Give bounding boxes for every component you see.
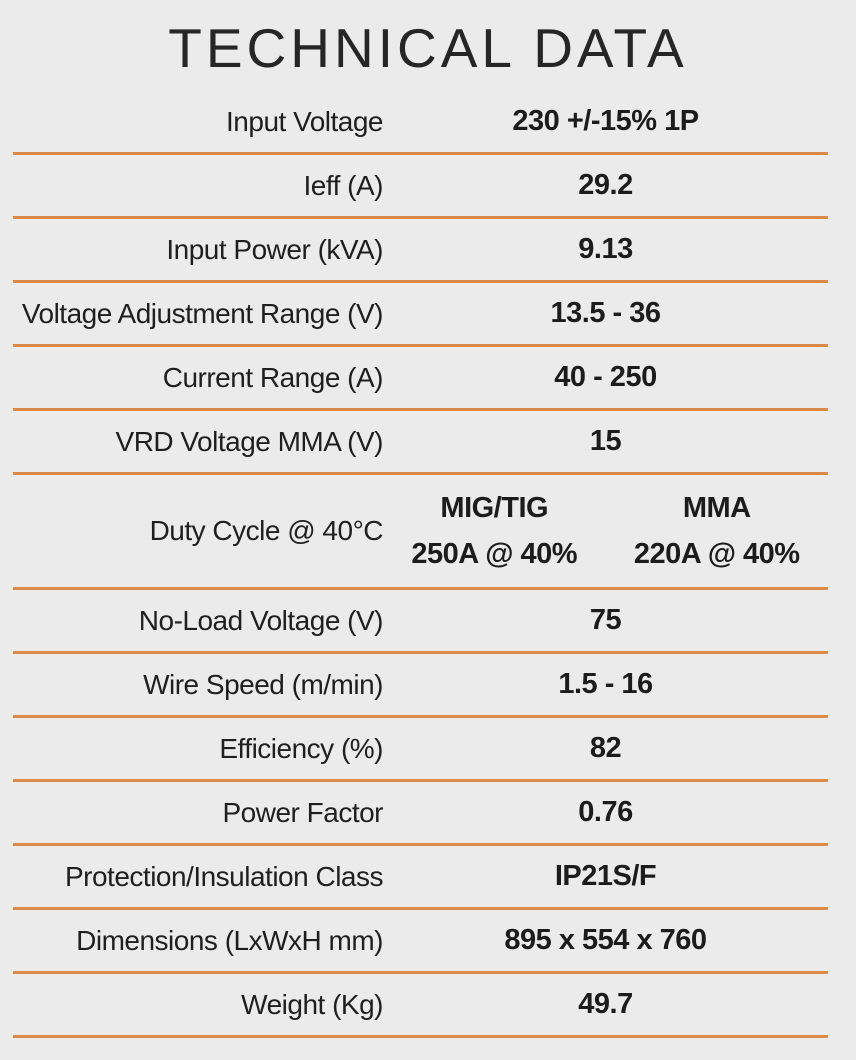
row-label: No-Load Voltage (V) xyxy=(138,604,384,636)
duty-cycle-columns: MIG/TIG 250A @ 40% MMA 220A @ 40% xyxy=(383,492,828,571)
table-row: Efficiency (%) 82 xyxy=(13,718,828,782)
table-row: Current Range (A) 40 - 250 xyxy=(13,347,828,411)
row-label: Protection/Insulation Class xyxy=(64,860,384,892)
row-value: IP21S/F xyxy=(554,860,657,892)
row-label: Weight (Kg) xyxy=(241,988,383,1020)
row-value: 15 xyxy=(589,425,622,457)
table-row: Voltage Adjustment Range (V) 13.5 - 36 xyxy=(13,283,828,347)
page-title: TECHNICAL DATA xyxy=(168,17,688,79)
row-label: Efficiency (%) xyxy=(219,732,383,764)
table-row: Input Power (kVA) 9.13 xyxy=(13,219,828,283)
duty-cycle-column: MIG/TIG 250A @ 40% xyxy=(383,492,606,571)
row-value: 75 xyxy=(589,604,622,636)
table-row: Protection/Insulation Class IP21S/F xyxy=(13,846,828,910)
row-value: 40 - 250 xyxy=(554,361,657,393)
table-row: Power Factor 0.76 xyxy=(13,782,828,846)
duty-cycle-column-name: MMA xyxy=(682,491,751,524)
duty-cycle-column-value: 250A @ 40% xyxy=(411,537,578,570)
duty-cycle-column-name: MIG/TIG xyxy=(440,491,549,524)
table-row: Ieff (A) 29.2 xyxy=(13,155,828,219)
table-row: No-Load Voltage (V) 75 xyxy=(13,590,828,654)
table-row: Wire Speed (m/min) 1.5 - 16 xyxy=(13,654,828,718)
row-value: 1.5 - 16 xyxy=(558,668,653,700)
row-label: Voltage Adjustment Range (V) xyxy=(21,297,384,329)
spec-table: Input Voltage 230 +/-15% 1P Ieff (A) 29.… xyxy=(13,91,828,1038)
row-label: Dimensions (LxWxH mm) xyxy=(76,924,383,956)
row-value: 13.5 - 36 xyxy=(550,297,661,329)
row-value: 49.7 xyxy=(578,988,633,1020)
row-value: 0.76 xyxy=(578,796,633,828)
duty-cycle-column-value: 220A @ 40% xyxy=(633,537,800,570)
row-label: Input Voltage xyxy=(226,105,383,137)
row-label: Input Power (kVA) xyxy=(166,233,383,265)
table-row: Weight (Kg) 49.7 xyxy=(13,974,828,1038)
row-label: VRD Voltage MMA (V) xyxy=(115,425,384,457)
row-label: Power Factor xyxy=(222,796,384,828)
row-label: Duty Cycle @ 40°C xyxy=(149,515,384,546)
row-label: Wire Speed (m/min) xyxy=(143,668,383,700)
row-value: 230 +/-15% 1P xyxy=(512,105,699,137)
row-value: 29.2 xyxy=(578,169,633,201)
table-row: VRD Voltage MMA (V) 15 xyxy=(13,411,828,475)
table-row: Dimensions (LxWxH mm) 895 x 554 x 760 xyxy=(13,910,828,974)
row-value: 82 xyxy=(589,732,622,764)
row-value: 9.13 xyxy=(578,233,633,265)
row-label: Ieff (A) xyxy=(303,169,383,201)
duty-cycle-column: MMA 220A @ 40% xyxy=(606,492,829,571)
table-row-duty-cycle: Duty Cycle @ 40°C MIG/TIG 250A @ 40% MMA… xyxy=(13,475,828,590)
row-label: Current Range (A) xyxy=(162,361,384,393)
table-row: Input Voltage 230 +/-15% 1P xyxy=(13,91,828,155)
row-value: 895 x 554 x 760 xyxy=(504,924,707,956)
